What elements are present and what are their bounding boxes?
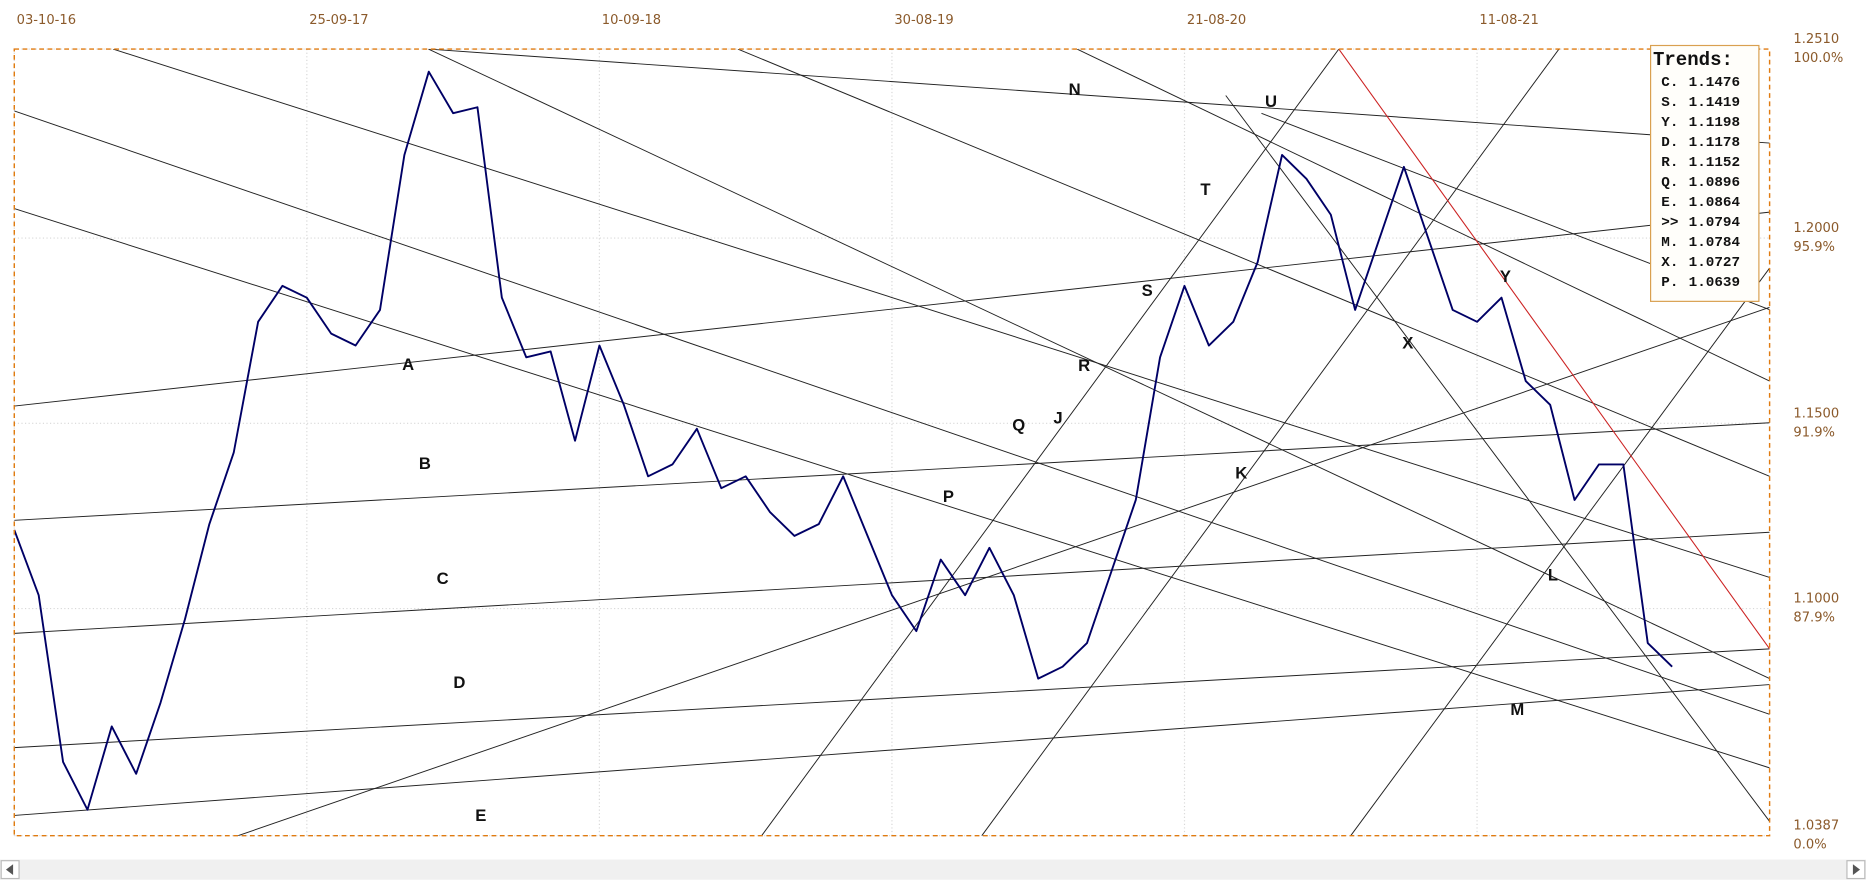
trend-value: 1.0864 [1689,195,1741,211]
arrow-right [1852,864,1861,875]
trend-value: 1.1198 [1689,115,1740,131]
trend-value: 1.0784 [1689,235,1741,251]
trend-line [14,531,1770,634]
trend-label: P [943,487,954,506]
y-percent-label: 0.0% [1793,838,1826,853]
y-percent-label: 100.0% [1793,51,1843,66]
trend-name: Q. [1661,175,1678,191]
trends-box: Trends: C. 1.1476 S. 1.1419 Y. 1.1198 D. 1.1178… [1650,44,1760,302]
trend-name: X. [1661,255,1678,271]
series [13,70,1673,811]
trend-label: S [1142,281,1153,300]
trend-line [14,684,1770,816]
price-line [13,70,1673,811]
trend-line [14,110,1770,715]
trend-line [737,49,1770,477]
trend-label: E [475,806,486,825]
y-tick-label: 1.2000 [1793,221,1839,236]
trend-value: 1.1419 [1689,95,1740,111]
trend-value: 1.1152 [1689,155,1740,171]
trend-label: B [419,454,431,473]
trend-line [237,306,1770,836]
trend-label: Y [1500,267,1511,286]
trend-label: M [1510,700,1524,719]
x-tick-label: 10-09-18 [602,13,661,28]
trend-label: A [402,355,414,374]
trend-line [1225,95,1770,822]
x-tick-label: 03-10-16 [17,13,76,28]
trend-name: R. [1661,155,1678,171]
trend-line [761,49,1340,836]
trend-line [428,49,1770,680]
x-tick-label: 30-08-19 [894,13,953,28]
trend-label: K [1235,463,1247,482]
trend-line [14,648,1770,749]
trend-name: S. [1661,95,1678,111]
arrow-left [5,864,14,875]
x-tick-label: 11-08-21 [1479,13,1538,28]
x-tick-label: 21-08-20 [1187,13,1246,28]
trend-name: >> [1661,215,1678,231]
trend-label: N [1069,80,1081,99]
trend-label: Q [1012,416,1025,435]
y-tick-label: 1.0387 [1793,819,1839,834]
trend-label: D [453,673,465,692]
trend-line [112,49,1770,578]
x-tick-label: 25-09-17 [309,13,368,28]
trend-value: 1.0896 [1689,175,1740,191]
trend-value: 1.1476 [1689,75,1740,91]
trend-name: P. [1661,275,1678,291]
y-tick-label: 1.2510 [1793,32,1839,47]
y-tick-label: 1.1500 [1793,406,1839,421]
trends-panel [1650,44,1760,302]
trend-line [14,422,1770,521]
trend-label: X [1402,334,1413,353]
trend-line [14,208,1770,769]
trend-line [981,49,1560,836]
trend-line-red [1338,49,1770,650]
trend-label: C [437,569,449,588]
trend-line [1076,49,1770,382]
trend-value: 1.0639 [1689,275,1740,291]
trend-name: E. [1661,195,1678,211]
scrollbar-track [0,859,1866,880]
trends-title: Trends: [1653,49,1733,71]
trend-line [1350,267,1770,836]
trend-value: 1.0794 [1689,215,1741,231]
y-percent-label: 91.9% [1793,425,1835,440]
trend-label: L [1548,566,1558,585]
trend-line [14,211,1770,407]
plot-border [13,48,1771,837]
trend-label: U [1265,92,1277,111]
scrollbar [0,859,1866,880]
trend-name: Y. [1661,115,1678,131]
trend-value: 1.1178 [1689,135,1740,151]
trend-name: M. [1661,235,1678,251]
trend-label: R [1078,356,1090,375]
trend-label: T [1200,180,1210,199]
trend-line [428,49,1770,144]
annotations: N U T S Y X R Q J A B P K C L D M E [402,80,1558,825]
trend-name: C. [1661,75,1678,91]
trend-value: 1.0727 [1689,255,1740,271]
trend-name: D. [1661,135,1678,151]
y-tick-label: 1.1000 [1793,592,1839,607]
grid [13,48,1770,837]
y-percent-label: 95.9% [1793,240,1835,255]
trend-lines [14,49,1770,836]
y-percent-label: 87.9% [1793,611,1835,626]
trend-label: J [1053,409,1062,428]
